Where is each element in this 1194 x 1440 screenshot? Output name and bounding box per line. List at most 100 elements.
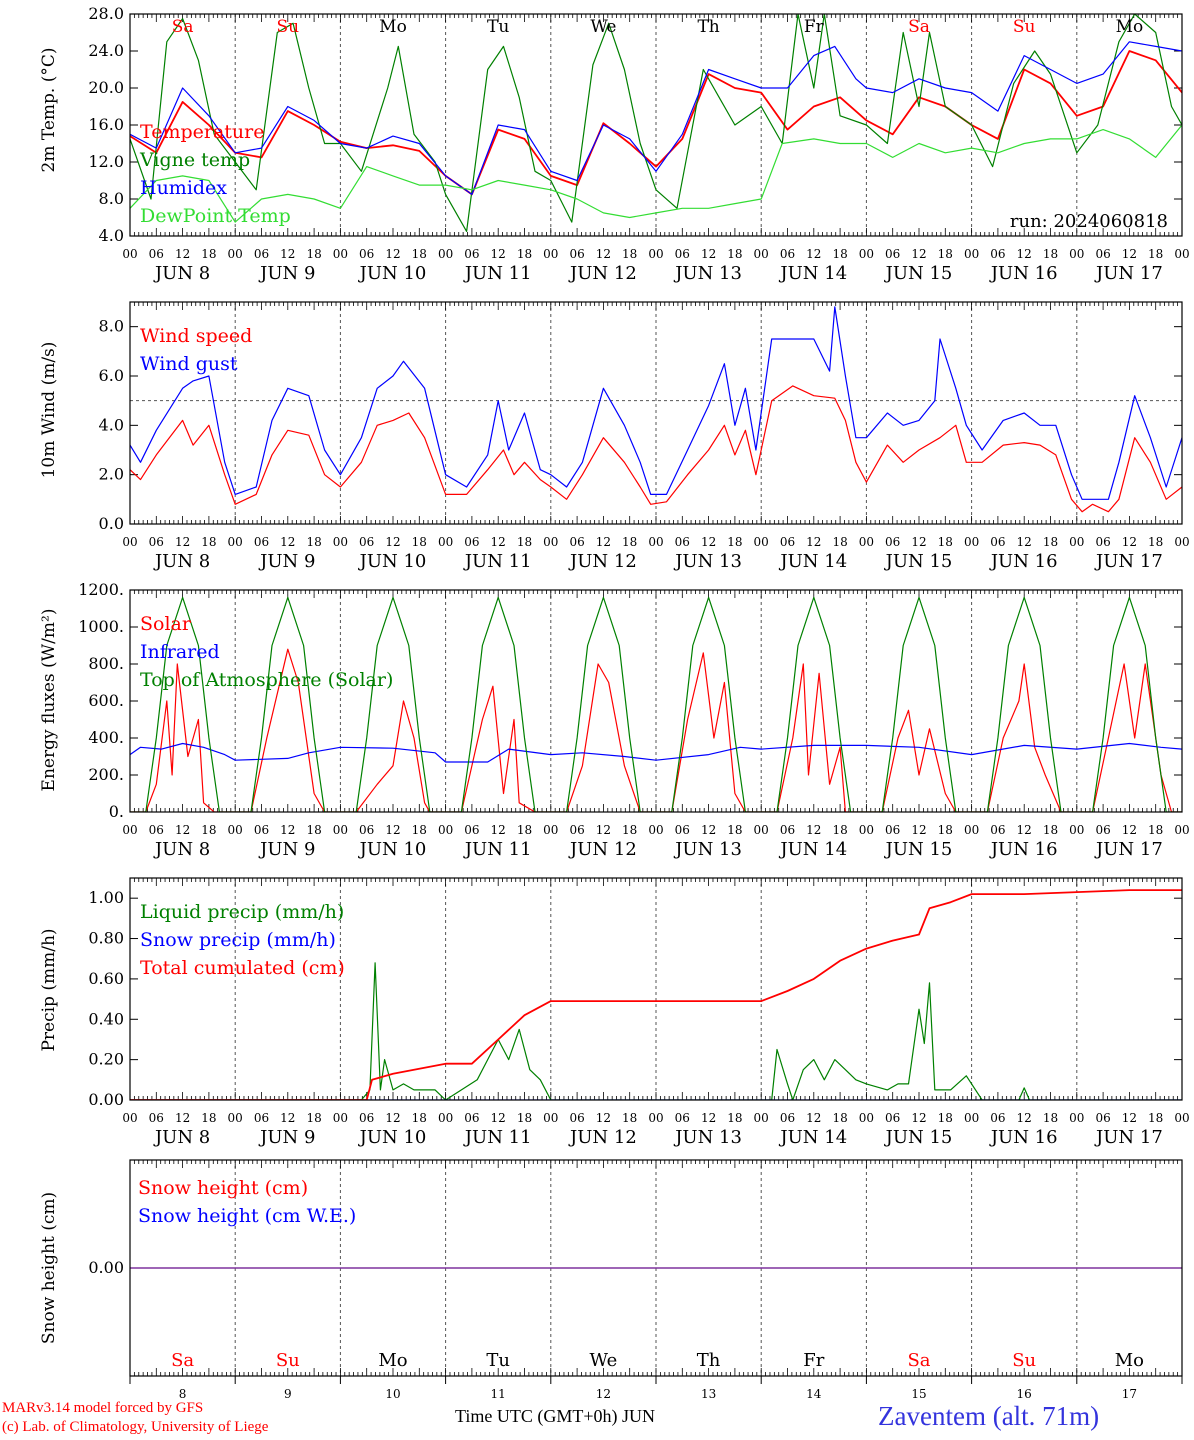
hour-tick-label: 00 (122, 823, 137, 837)
hour-tick-label: 18 (306, 247, 321, 261)
day-number-label: 15 (911, 1387, 926, 1401)
panel-frame (129, 13, 1183, 237)
legend-entry: Top of Atmosphere (Solar) (140, 669, 393, 691)
y-tick-label: 1200. (78, 580, 124, 599)
day-number-label: 8 (179, 1387, 187, 1401)
panel-4: 0.00 0.20 0.40 0.60 0.80 1.00 Precip (mm/h) Liq… (39, 877, 1190, 1148)
hour-tick-label: 18 (938, 535, 953, 549)
series-humidex (130, 41, 1182, 195)
day-label: JUN 11 (463, 839, 532, 860)
y-tick-label: 800. (88, 654, 124, 673)
legend-entry: DewPoint Temp (140, 205, 291, 227)
weekday-label: Tu (487, 17, 509, 37)
hour-tick-label: 00 (754, 1111, 769, 1125)
weekday-label: Mo (378, 1350, 407, 1371)
series-group (130, 306, 1182, 513)
hour-tick-label: 00 (859, 823, 874, 837)
hour-tick-label: 18 (306, 1111, 321, 1125)
series-vigne-temp (130, 14, 1182, 232)
hour-tick-label: 12 (911, 247, 926, 261)
hour-tick-label: 06 (569, 1111, 584, 1125)
legend-entry: Snow height (cm) (138, 1177, 308, 1199)
series-group (130, 596, 1182, 812)
hour-tick-label: 06 (990, 823, 1005, 837)
y-axis-label: Precip (mm/h) (39, 928, 59, 1051)
hour-tick-label: 00 (438, 247, 453, 261)
series-liquid-precip-mm-h- (130, 962, 1182, 1100)
hour-tick-label: 00 (859, 535, 874, 549)
hour-tick-label: 00 (1174, 823, 1189, 837)
weekday-label: Su (276, 1350, 300, 1371)
hour-tick-label: 00 (333, 1111, 348, 1125)
hour-tick-label: 18 (412, 823, 427, 837)
hour-tick-label: 12 (491, 823, 506, 837)
y-tick-label: 0.0 (99, 514, 124, 533)
hour-tick-label: 12 (596, 823, 611, 837)
hour-tick-label: 12 (385, 535, 400, 549)
hour-tick-label: 06 (464, 247, 479, 261)
panel-1: 4.0 8.0 12.0 16.0 20.0 24.0 28.0 2m Temp. (°C) T… (39, 4, 1190, 284)
day-label: JUN 8 (153, 839, 210, 860)
hour-tick-label: 18 (832, 823, 847, 837)
hour-tick-label: 12 (1122, 1111, 1137, 1125)
legend-entry: Infrared (140, 641, 220, 663)
series-group (130, 889, 1182, 1100)
run-annotation: run: 2024060818 (1010, 211, 1168, 232)
day-label: JUN 13 (673, 839, 742, 860)
hour-tick-label: 06 (359, 1111, 374, 1125)
hour-tick-label: 18 (938, 1111, 953, 1125)
hour-tick-label: 00 (122, 1111, 137, 1125)
hour-tick-label: 06 (254, 823, 269, 837)
weekday-label: Sa (908, 17, 930, 37)
hour-tick-label: 06 (885, 1111, 900, 1125)
hour-tick-label: 06 (149, 247, 164, 261)
panel-3: 0. 200. 400. 600. 800. 1000. 1200. Energy fluxe… (39, 580, 1190, 860)
hour-tick-label: 00 (543, 823, 558, 837)
hour-tick-label: 00 (228, 535, 243, 549)
day-number-label: 10 (385, 1387, 400, 1401)
hour-tick-label: 00 (754, 247, 769, 261)
hour-tick-label: 12 (1017, 823, 1032, 837)
y-axis-label: Snow height (cm) (39, 1192, 59, 1344)
hour-tick-label: 06 (254, 247, 269, 261)
hour-tick-label: 06 (1095, 247, 1110, 261)
weekday-label: Fr (803, 1350, 824, 1371)
hour-tick-label: 06 (254, 1111, 269, 1125)
hour-tick-label: 06 (464, 535, 479, 549)
hour-tick-label: 18 (622, 1111, 637, 1125)
y-tick-label: 2.0 (99, 465, 124, 484)
hour-tick-label: 06 (149, 823, 164, 837)
hour-tick-label: 12 (1122, 535, 1137, 549)
series-dewpoint-temp (130, 124, 1182, 223)
hour-tick-label: 00 (648, 823, 663, 837)
hour-tick-label: 12 (175, 823, 190, 837)
day-label: JUN 11 (463, 263, 532, 284)
hour-tick-label: 00 (228, 247, 243, 261)
hour-tick-label: 00 (333, 535, 348, 549)
hour-tick-label: 00 (754, 535, 769, 549)
hour-tick-label: 12 (491, 535, 506, 549)
hour-tick-label: 18 (517, 247, 532, 261)
hour-tick-label: 06 (780, 535, 795, 549)
weekday-label: We (590, 17, 616, 37)
day-label: JUN 9 (258, 1127, 315, 1148)
weekday-label: Su (276, 17, 299, 37)
day-label: JUN 8 (153, 1127, 210, 1148)
y-tick-label: 200. (88, 765, 124, 784)
day-label: JUN 13 (673, 551, 742, 572)
hour-tick-label: 06 (359, 247, 374, 261)
hour-tick-label: 00 (228, 823, 243, 837)
day-label: JUN 15 (884, 1127, 953, 1148)
hour-tick-label: 18 (517, 535, 532, 549)
hour-tick-label: 18 (1148, 535, 1163, 549)
day-label: JUN 10 (358, 839, 427, 860)
hour-tick-label: 12 (911, 823, 926, 837)
hour-tick-label: 06 (1095, 823, 1110, 837)
y-tick-label: 8.0 (99, 189, 124, 208)
hour-tick-label: 00 (543, 247, 558, 261)
hour-tick-label: 00 (1069, 1111, 1084, 1125)
day-label: JUN 16 (989, 839, 1058, 860)
hour-tick-label: 00 (228, 1111, 243, 1125)
hour-tick-label: 12 (1017, 1111, 1032, 1125)
hour-tick-label: 12 (701, 535, 716, 549)
